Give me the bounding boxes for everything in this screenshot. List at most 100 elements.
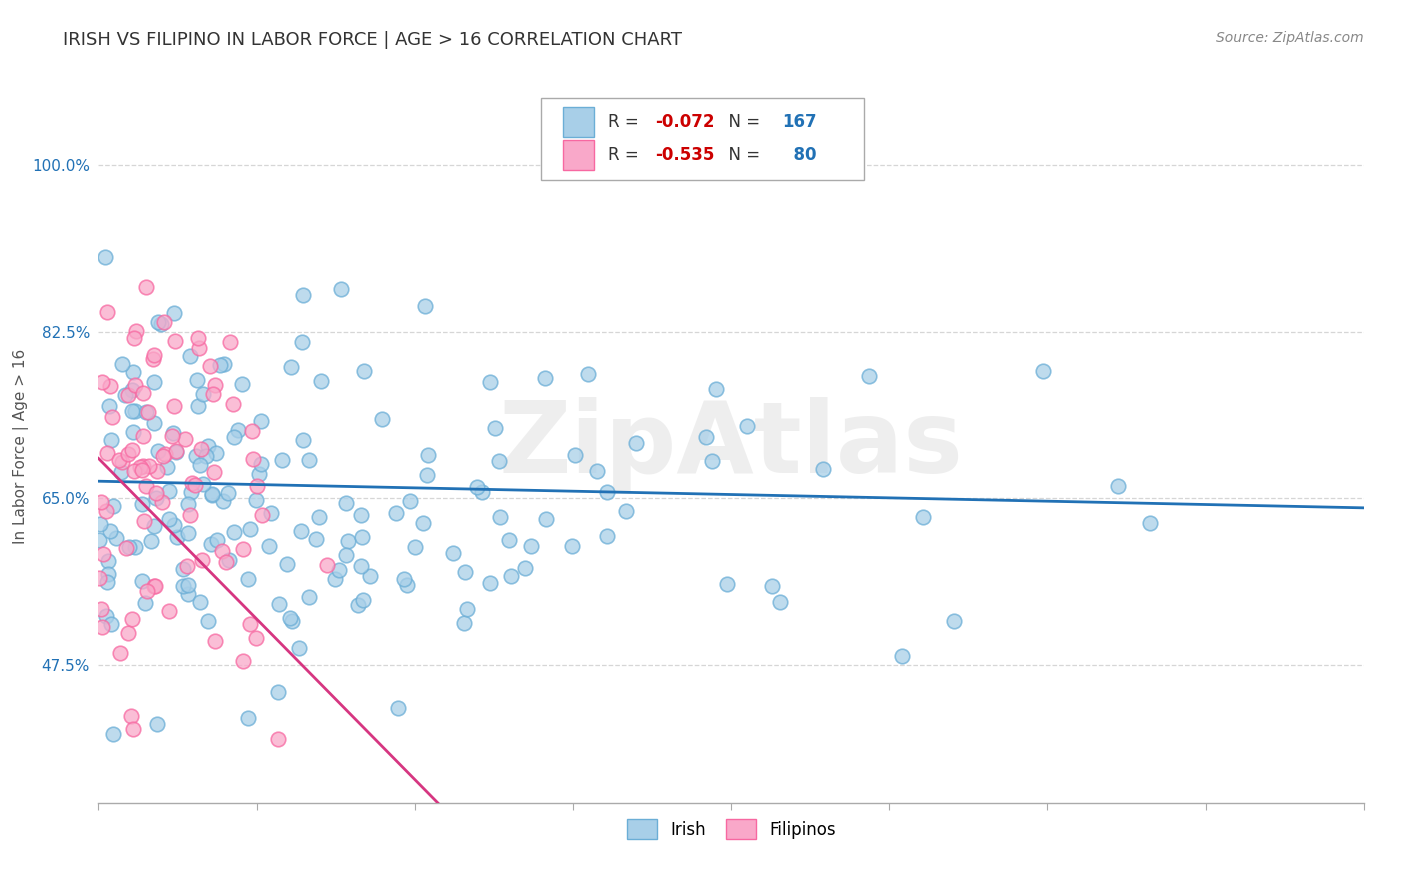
- Point: [416, 467, 439, 482]
- Point: [201, 487, 224, 501]
- Point: [156, 460, 179, 475]
- Point: [98, 399, 121, 413]
- Point: [115, 541, 138, 556]
- Point: [187, 342, 209, 356]
- Point: [146, 444, 169, 458]
- Point: [177, 496, 200, 510]
- Point: [534, 370, 557, 384]
- Point: [87, 533, 110, 548]
- Point: [811, 462, 834, 476]
- Point: [152, 450, 174, 464]
- Point: [172, 562, 194, 576]
- Point: [942, 615, 965, 629]
- Point: [142, 348, 165, 362]
- Point: [1032, 364, 1054, 378]
- Point: [122, 464, 145, 478]
- Point: [177, 526, 200, 541]
- Point: [129, 460, 152, 475]
- Point: [165, 444, 187, 458]
- Point: [226, 423, 249, 437]
- Point: [413, 299, 436, 313]
- Point: [350, 530, 373, 544]
- Point: [162, 399, 184, 413]
- Point: [735, 419, 758, 434]
- Point: [98, 524, 121, 539]
- Point: [94, 609, 117, 624]
- Point: [142, 352, 165, 367]
- Point: [278, 611, 301, 625]
- Point: [132, 514, 155, 528]
- Point: [219, 335, 242, 350]
- Point: [100, 379, 122, 393]
- Point: [204, 634, 226, 648]
- Point: [217, 486, 239, 500]
- Point: [222, 397, 245, 411]
- Point: [121, 404, 143, 418]
- Point: [335, 496, 357, 510]
- Point: [352, 592, 374, 607]
- Point: [238, 711, 260, 725]
- Point: [330, 282, 353, 296]
- Point: [108, 453, 131, 467]
- Point: [124, 404, 146, 418]
- Point: [100, 433, 122, 447]
- Point: [91, 376, 114, 390]
- Point: [858, 369, 880, 384]
- Point: [122, 425, 145, 439]
- Point: [596, 529, 619, 543]
- Point: [911, 509, 934, 524]
- Point: [269, 597, 291, 611]
- Point: [96, 446, 118, 460]
- Point: [370, 411, 392, 425]
- Point: [188, 595, 211, 609]
- Point: [441, 546, 464, 560]
- Point: [97, 567, 120, 582]
- Point: [716, 577, 738, 591]
- Point: [325, 572, 347, 586]
- Point: [162, 426, 184, 441]
- Text: R =: R =: [609, 113, 644, 131]
- Point: [146, 315, 169, 329]
- Point: [150, 494, 173, 508]
- Point: [245, 631, 267, 645]
- Point: [163, 518, 186, 533]
- Point: [145, 486, 167, 500]
- Point: [101, 499, 124, 513]
- Point: [91, 620, 114, 634]
- Point: [291, 287, 314, 301]
- Point: [131, 574, 153, 589]
- Point: [172, 578, 194, 592]
- Point: [160, 429, 183, 443]
- Point: [146, 463, 169, 477]
- Point: [350, 558, 373, 573]
- Point: [187, 331, 209, 345]
- Point: [353, 364, 375, 378]
- Point: [218, 553, 240, 567]
- Point: [96, 304, 118, 318]
- Point: [197, 615, 219, 629]
- Point: [231, 377, 253, 392]
- Point: [132, 458, 155, 473]
- Point: [135, 280, 157, 294]
- Point: [118, 540, 141, 554]
- Text: 80: 80: [782, 146, 817, 164]
- Point: [188, 458, 211, 473]
- Point: [561, 539, 583, 553]
- Point: [121, 443, 143, 458]
- Point: [205, 533, 228, 547]
- Point: [138, 405, 160, 419]
- Point: [267, 685, 290, 699]
- Text: IRISH VS FILIPINO IN LABOR FORCE | AGE > 16 CORRELATION CHART: IRISH VS FILIPINO IN LABOR FORCE | AGE >…: [63, 31, 682, 49]
- Point: [143, 519, 166, 533]
- Point: [281, 614, 304, 628]
- Point: [121, 383, 143, 397]
- Point: [395, 577, 418, 591]
- Point: [211, 544, 233, 558]
- Point: [519, 539, 541, 553]
- Point: [1139, 516, 1161, 530]
- Point: [184, 450, 207, 464]
- Point: [347, 598, 370, 612]
- Text: N =: N =: [718, 113, 766, 131]
- Point: [259, 506, 281, 520]
- Point: [174, 433, 197, 447]
